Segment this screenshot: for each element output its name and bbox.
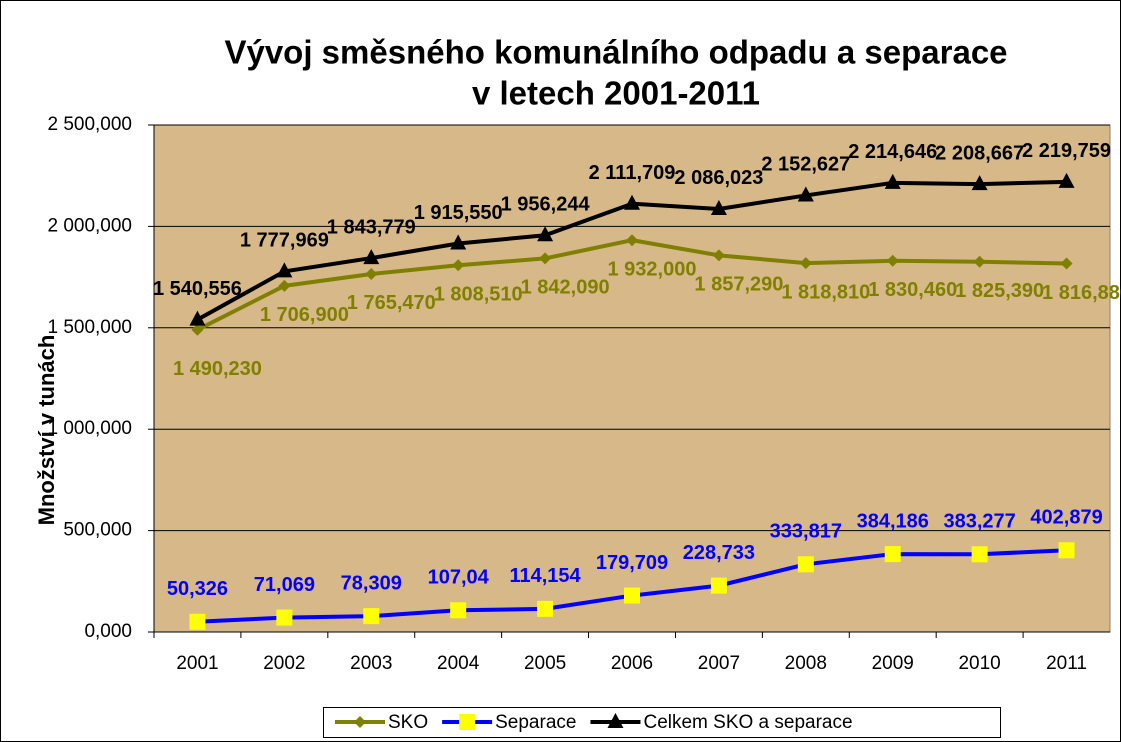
point [537, 600, 554, 617]
y-tick-label: 500,000 [63, 520, 132, 541]
point [1058, 172, 1075, 188]
point [973, 255, 986, 268]
data-label: 1 706,900 [260, 304, 349, 326]
point [626, 234, 638, 247]
data-label: 107,04 [428, 567, 490, 589]
data-label: 1 777,969 [240, 230, 329, 252]
data-label: 1 915,550 [414, 202, 503, 224]
data-label: 1 932,000 [608, 258, 697, 280]
y-tick-label: 1 000,000 [47, 418, 132, 439]
point [710, 577, 727, 594]
data-label: 2 214,646 [848, 141, 937, 163]
point [971, 546, 988, 563]
point [537, 226, 554, 242]
point [624, 194, 640, 210]
point [363, 249, 380, 265]
data-label: 1 857,290 [694, 274, 783, 296]
x-tick-label: 2008 [785, 653, 827, 674]
data-label: 1 765,470 [347, 292, 436, 314]
legend-marker [607, 713, 624, 728]
x-tick-label: 2010 [958, 653, 1000, 674]
y-tick-label: 1 500,000 [47, 317, 132, 338]
y-tick-label: 2 500,000 [47, 114, 132, 135]
legend-marker [459, 714, 476, 730]
data-label: 71,069 [254, 574, 315, 596]
x-tick-label: 2002 [263, 653, 305, 674]
point [189, 613, 206, 630]
point [276, 262, 293, 278]
y-tick-label: 2 000,000 [47, 215, 132, 236]
point [886, 254, 899, 267]
point [971, 175, 988, 191]
legend-box [323, 707, 1001, 738]
chart-title: Vývoj směsného komunálního odpadu a sepa… [224, 34, 1007, 71]
point [1058, 542, 1075, 559]
data-label: 1 956,244 [501, 194, 591, 216]
point [191, 323, 204, 336]
data-label: 1 540,556 [153, 278, 242, 300]
data-label: 228,733 [683, 542, 755, 564]
point [799, 257, 812, 270]
data-label: 1 830,460 [868, 279, 957, 301]
point [452, 259, 465, 272]
x-tick-label: 2009 [872, 653, 914, 674]
point [278, 279, 291, 292]
point [450, 234, 467, 250]
point [797, 186, 814, 202]
x-tick-label: 2004 [437, 653, 480, 674]
data-label: 2 208,667 [935, 142, 1024, 164]
data-label: 179,709 [596, 552, 668, 574]
point [450, 602, 467, 619]
data-label: 2 152,627 [761, 154, 850, 176]
data-label: 1 825,390 [955, 280, 1044, 302]
data-label: 1 816,880 [1042, 282, 1121, 304]
point [712, 249, 725, 262]
point [884, 173, 901, 189]
data-label: 333,817 [770, 521, 842, 543]
data-label: 1 842,090 [521, 277, 610, 299]
data-label: 2 219,759 [1022, 140, 1111, 162]
data-label: 114,154 [509, 565, 581, 587]
y-tick-label: 0,000 [84, 621, 132, 642]
y-axis-label: Množství v tunách [34, 335, 59, 526]
data-label: 383,277 [943, 511, 1015, 533]
data-label: 1 808,510 [434, 284, 523, 306]
x-tick-label: 2006 [611, 653, 653, 674]
legend-marker [354, 716, 366, 728]
data-label: 1 818,810 [781, 281, 870, 303]
point [710, 199, 727, 215]
x-tick-label: 2011 [1046, 653, 1087, 674]
point [884, 546, 901, 563]
point [189, 310, 206, 326]
point [797, 556, 814, 573]
point [1060, 257, 1073, 270]
data-label: 1 490,230 [173, 358, 262, 380]
x-tick-label: 2003 [350, 653, 392, 674]
point [624, 587, 640, 604]
point [365, 267, 378, 280]
legend-label: SKO [388, 712, 428, 733]
data-label: 50,326 [167, 578, 228, 600]
legend-label: Celkem SKO a separace [643, 712, 852, 733]
data-label: 2 111,709 [589, 162, 676, 184]
data-label: 384,186 [857, 510, 929, 532]
data-label: 402,879 [1030, 507, 1102, 529]
point [276, 609, 293, 626]
legend-label: Separace [495, 712, 576, 733]
data-label: 2 086,023 [674, 167, 763, 189]
x-tick-label: 2005 [524, 653, 566, 674]
x-tick-label: 2001 [176, 653, 218, 674]
point [539, 252, 552, 265]
data-label: 78,309 [341, 572, 402, 594]
point [363, 608, 380, 625]
x-tick-label: 2007 [698, 653, 740, 674]
data-label: 1 843,779 [327, 216, 416, 238]
chart-title: v letech 2001-2011 [472, 75, 760, 112]
